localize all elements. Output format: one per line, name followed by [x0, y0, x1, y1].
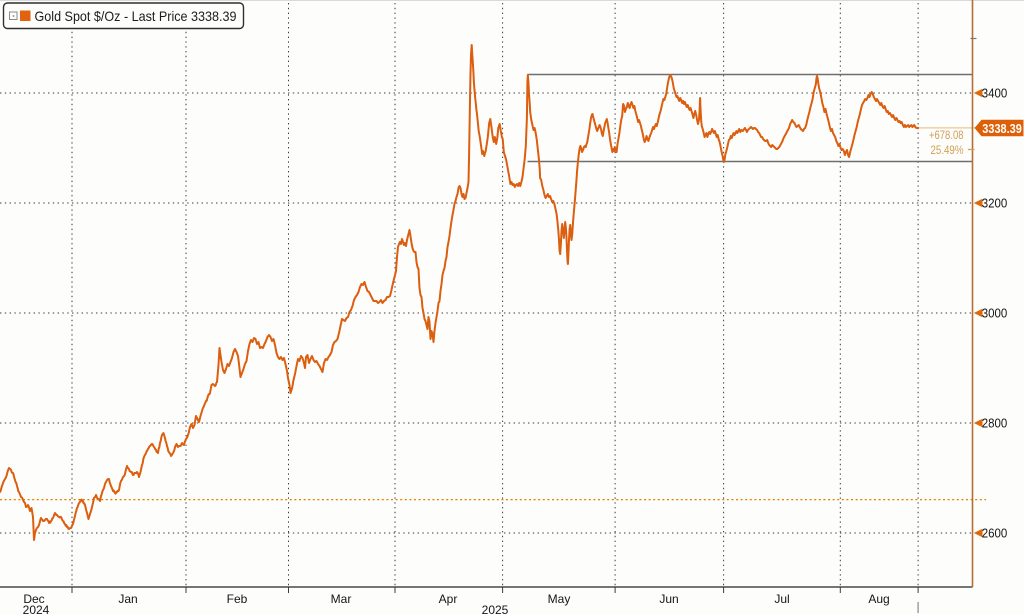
svg-text:Mar: Mar [331, 592, 352, 606]
svg-text:3338.39: 3338.39 [982, 121, 1022, 136]
svg-text:Jun: Jun [659, 592, 678, 606]
svg-text:Jan: Jan [118, 592, 137, 606]
svg-text:3400: 3400 [982, 85, 1008, 100]
svg-text:Apr: Apr [439, 592, 458, 606]
svg-text:Feb: Feb [227, 592, 248, 606]
svg-text:3000: 3000 [982, 305, 1008, 320]
svg-text:Aug: Aug [868, 592, 889, 606]
svg-text:3200: 3200 [982, 195, 1008, 210]
svg-text:+678.08: +678.08 [929, 128, 964, 142]
svg-text:Gold Spot $/Oz - Last Price 33: Gold Spot $/Oz - Last Price 3338.39 [35, 9, 237, 24]
svg-text:2024: 2024 [23, 603, 50, 614]
svg-text:Jul: Jul [774, 592, 789, 606]
svg-text:May: May [548, 592, 571, 606]
svg-text:25.49%: 25.49% [931, 143, 964, 157]
svg-text:2600: 2600 [982, 525, 1008, 540]
svg-text:Dec: Dec [23, 592, 44, 606]
svg-text:2800: 2800 [982, 415, 1008, 430]
svg-text:2025: 2025 [482, 603, 509, 614]
